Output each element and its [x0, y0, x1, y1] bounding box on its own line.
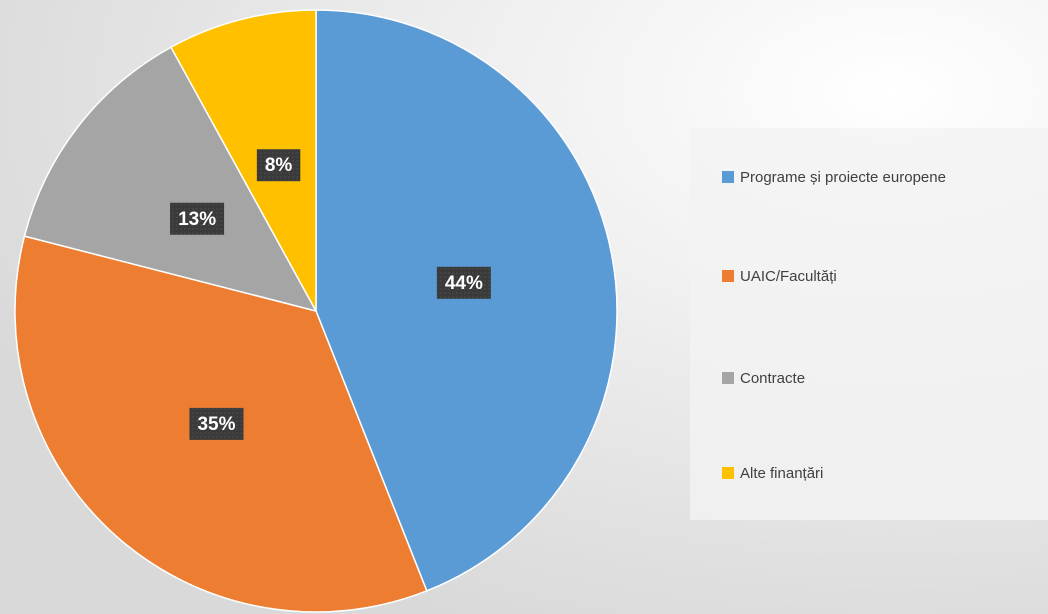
legend-label: Alte finanțări	[740, 465, 823, 482]
data-label: 44%	[445, 273, 483, 294]
data-label-box	[256, 149, 301, 182]
pie-slice	[315, 9, 618, 592]
legend-box	[690, 128, 1048, 520]
legend-label: Contracte	[740, 370, 805, 387]
data-label: 35%	[197, 414, 235, 435]
legend-label: UAIC/Facultăți	[740, 268, 837, 285]
data-label-box	[189, 407, 244, 440]
legend-swatch	[722, 467, 734, 479]
pie-slice	[169, 9, 317, 312]
data-label: 8%	[265, 155, 293, 176]
legend-swatch	[722, 372, 734, 384]
legend-label: Programe și proiecte europene	[740, 169, 946, 186]
legend-swatch	[722, 171, 734, 183]
data-label-box	[436, 266, 491, 299]
legend-swatch	[722, 270, 734, 282]
data-label-box	[170, 202, 225, 235]
pie-slice	[23, 46, 318, 313]
data-label: 13%	[178, 209, 216, 230]
